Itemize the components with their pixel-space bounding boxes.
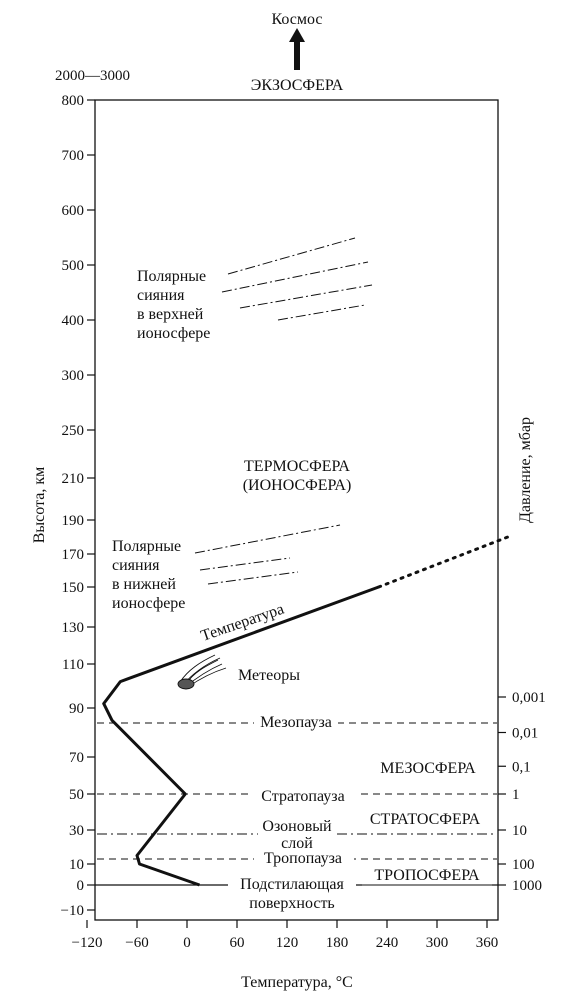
pressure-tick-label: 1000 <box>512 878 542 894</box>
exosphere-range: 2000—3000 <box>55 68 130 84</box>
pressure-tick-label: 0,001 <box>512 690 546 706</box>
y-tick-label: 600 <box>62 203 85 219</box>
mesopause-label: Мезопауза <box>260 714 332 731</box>
chart-frame <box>94 99 499 921</box>
pressure-tick-label: 0,01 <box>512 726 538 742</box>
x-tick-label: −60 <box>125 935 148 951</box>
space-label: Космос <box>272 11 323 28</box>
thermosphere-label: ТЕРМОСФЕРА <box>244 458 350 475</box>
y-tick-label: 210 <box>62 471 85 487</box>
y-tick-label: 130 <box>62 620 85 636</box>
pressure-axis-label: Давление, мбар <box>517 417 534 523</box>
up-arrow-icon <box>289 28 305 42</box>
aurora-upper-line-1: Полярные <box>137 268 206 285</box>
x-tick-label: 300 <box>426 935 449 951</box>
aurora-upper-lines <box>221 237 373 321</box>
y-tick-label: 250 <box>62 423 85 439</box>
y-tick-label: −10 <box>61 903 84 919</box>
aurora-lower-label: Полярные сияния в нижней ионосфере <box>112 538 185 612</box>
stratosphere-label: СТРАТОСФЕРА <box>370 811 481 828</box>
surface-sublabel: поверхность <box>249 895 334 912</box>
x-tick-label: 60 <box>230 935 245 951</box>
aurora-lower-line-2: сияния <box>112 557 160 574</box>
exosphere-label: ЭКЗОСФЕРА <box>251 77 344 94</box>
x-tick-label: −120 <box>72 935 103 951</box>
x-tick-label: 0 <box>183 935 191 951</box>
y-tick-label: 500 <box>62 258 85 274</box>
pressure-tick-label: 1 <box>512 787 520 803</box>
ozone-label: Озоновый <box>262 818 332 835</box>
stratopause-label: Стратопауза <box>261 788 344 805</box>
thermosphere-sublabel: (ИОНОСФЕРА) <box>243 477 352 494</box>
aurora-upper-label: Полярные сияния в верхней ионосфере <box>137 268 210 342</box>
pressure-axis-ticks: 0,001 0,01 0,1 1 10 100 1000 <box>498 690 546 894</box>
x-tick-label: 360 <box>476 935 499 951</box>
meteor-icon <box>177 654 227 690</box>
y-tick-label: 300 <box>62 368 85 384</box>
y-tick-label: 170 <box>62 547 85 563</box>
x-tick-label: 240 <box>376 935 399 951</box>
aurora-lower-line-3: в нижней <box>112 576 176 593</box>
pressure-tick-label: 10 <box>512 823 527 839</box>
y-tick-label: 800 <box>62 93 85 109</box>
y-axis-ticks: 8007006005004003002502101901701501301109… <box>61 93 95 919</box>
aurora-lower-lines <box>194 524 341 585</box>
aurora-upper-line-4: ионосфере <box>137 325 210 342</box>
x-tick-label: 120 <box>276 935 299 951</box>
x-tick-label: 180 <box>326 935 349 951</box>
aurora-lower-line-4: ионосфере <box>112 595 185 612</box>
x-axis-label: Температура, °C <box>241 974 353 991</box>
y-tick-label: 70 <box>69 750 84 766</box>
y-tick-label: 0 <box>77 878 85 894</box>
y-tick-label: 150 <box>62 580 85 596</box>
y-tick-label: 700 <box>62 148 85 164</box>
y-tick-label: 90 <box>69 701 84 717</box>
tropopause-label: Тропопауза <box>264 850 342 867</box>
aurora-upper-line-2: сияния <box>137 287 185 304</box>
pressure-tick-label: 0,1 <box>512 759 531 775</box>
troposphere-label: ТРОПОСФЕРА <box>374 867 480 884</box>
mesosphere-label: МЕЗОСФЕРА <box>380 760 476 777</box>
y-tick-label: 10 <box>69 857 84 873</box>
y-tick-label: 30 <box>69 823 84 839</box>
y-tick-label: 400 <box>62 313 85 329</box>
temperature-curve-extension <box>377 535 510 589</box>
temperature-curve <box>102 585 380 887</box>
x-axis-ticks: −120 −60 0 60 120 180 240 300 360 <box>72 920 499 951</box>
y-axis-label: Высота, км <box>31 467 48 544</box>
meteors-label: Метеоры <box>238 667 300 684</box>
aurora-upper-line-3: в верхней <box>137 306 204 323</box>
y-tick-label: 50 <box>69 787 84 803</box>
surface-label: Подстилающая <box>240 876 344 893</box>
pressure-tick-label: 100 <box>512 857 535 873</box>
y-tick-label: 110 <box>62 657 84 673</box>
ozone-sublabel: слой <box>281 835 313 852</box>
aurora-lower-line-1: Полярные <box>112 538 181 555</box>
y-tick-label: 190 <box>62 513 85 529</box>
up-arrow-shaft <box>294 40 300 70</box>
